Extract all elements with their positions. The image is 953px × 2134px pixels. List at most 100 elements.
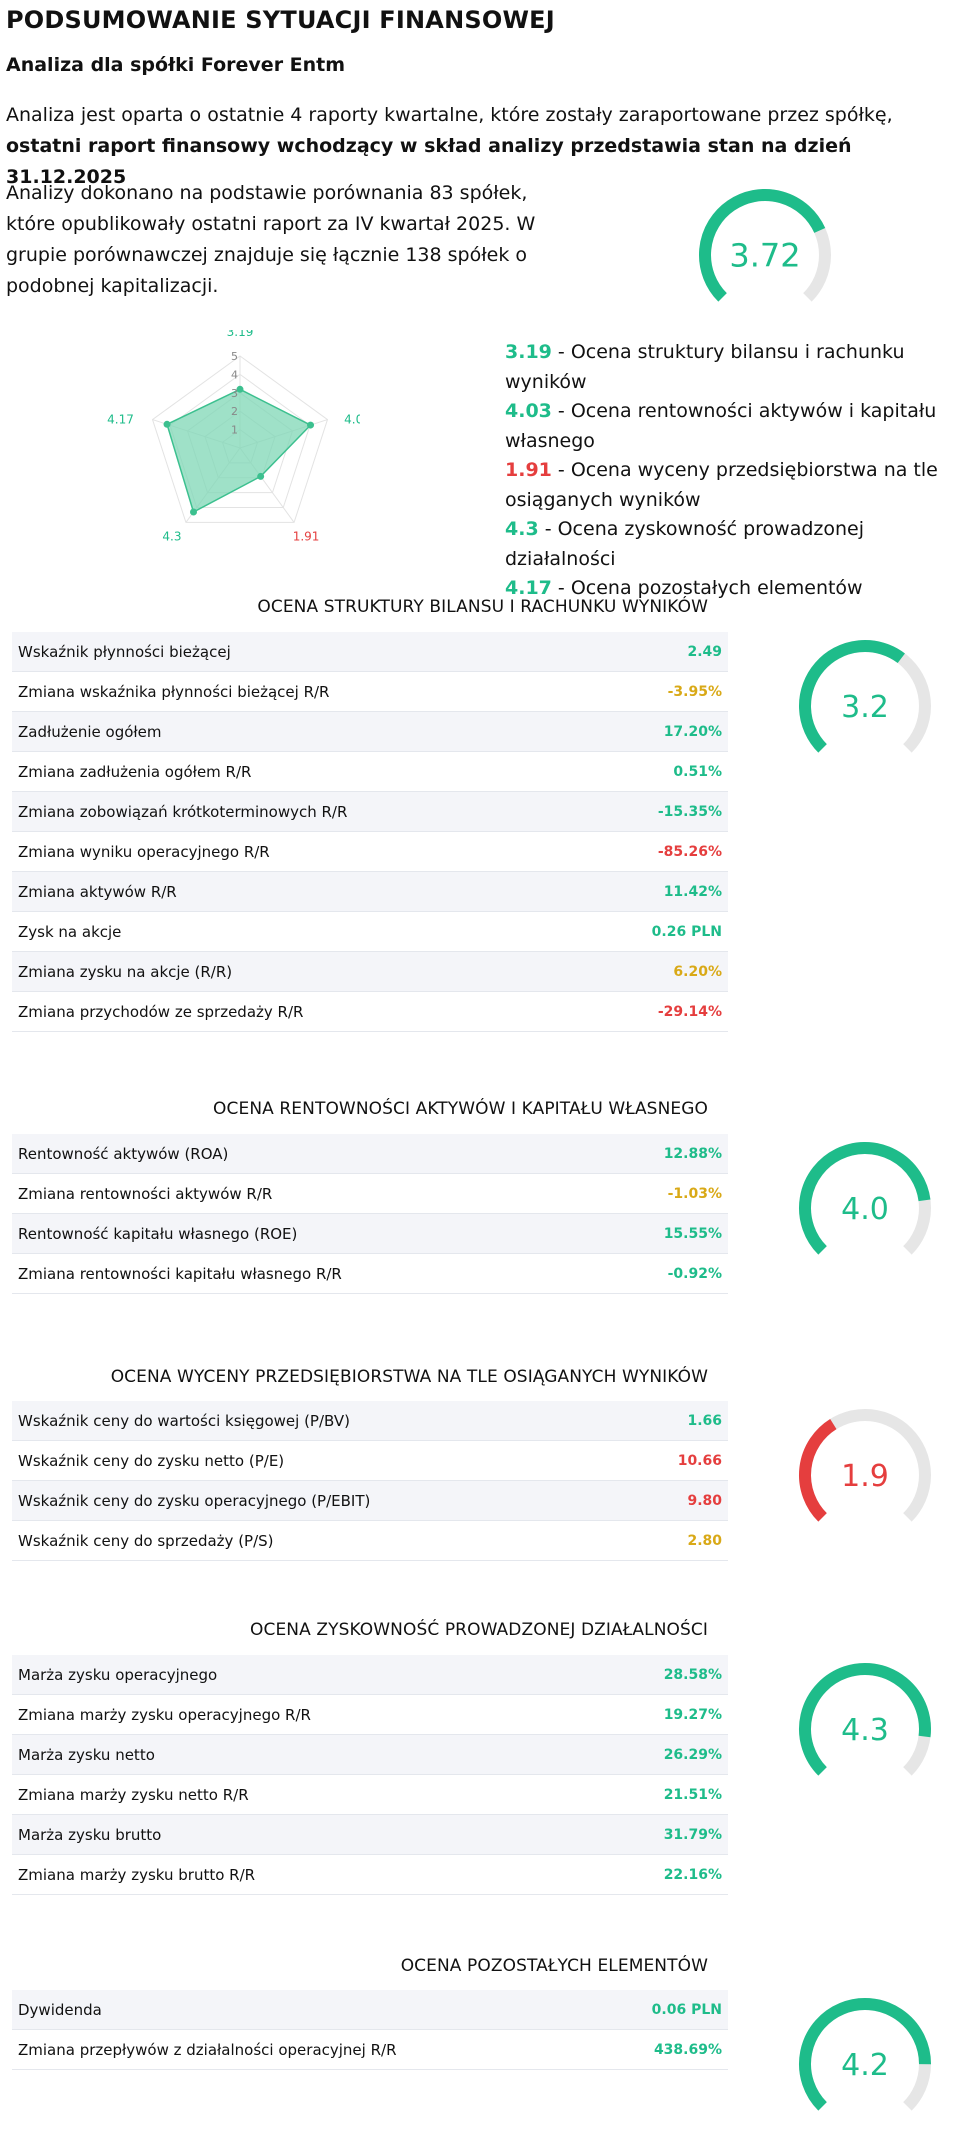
legend-item: 3.19 - Ocena struktury bilansu i rachunk… xyxy=(505,338,950,397)
table-row: Wskaźnik ceny do wartości księgowej (P/B… xyxy=(12,1401,728,1441)
metric-value: 1.66 xyxy=(687,1412,722,1429)
metric-value: 0.06 PLN xyxy=(651,2001,722,2018)
table-row: Wskaźnik ceny do zysku operacyjnego (P/E… xyxy=(12,1481,728,1521)
section-score-gauge: 3.2 xyxy=(795,636,935,776)
metric-label: Wskaźnik ceny do zysku operacyjnego (P/E… xyxy=(18,1491,371,1510)
gauge-progress xyxy=(799,1142,931,1255)
metric-value: 19.27% xyxy=(663,1706,722,1723)
metric-label: Zmiana marży zysku operacyjnego R/R xyxy=(18,1705,311,1724)
radar-scale-label: 2 xyxy=(231,405,238,418)
table-row: Zmiana rentowności kapitału własnego R/R… xyxy=(12,1254,728,1294)
metric-value: 0.26 PLN xyxy=(651,923,722,940)
metric-label: Zadłużenie ogółem xyxy=(18,722,162,741)
metrics-table: Wskaźnik ceny do wartości księgowej (P/B… xyxy=(12,1401,728,1561)
metric-value: 21.51% xyxy=(663,1786,722,1803)
metric-label: Marża zysku operacyjnego xyxy=(18,1665,218,1684)
metric-label: Zmiana zysku na akcje (R/R) xyxy=(18,962,233,981)
metric-label: Zmiana przepływów z działalności operacy… xyxy=(18,2040,397,2059)
legend-item: 4.03 - Ocena rentowności aktywów i kapit… xyxy=(505,397,950,456)
metric-value: 2.49 xyxy=(687,643,722,660)
metrics-table: Marża zysku operacyjnego 28.58% Zmiana mar… xyxy=(12,1655,728,1895)
metrics-table: Dywidenda 0.06 PLN Zmiana przepływów z dzi… xyxy=(12,1990,728,2070)
radar-chart: 1 2 3 4 5 3.19 4.03 1.91 4.3 4.17 xyxy=(100,325,371,584)
metric-label: Zmiana aktywów R/R xyxy=(18,882,177,901)
section-score-gauge: 1.9 xyxy=(795,1405,935,1545)
legend-score: 3.19 xyxy=(505,341,552,363)
radar-scale-label: 1 xyxy=(231,424,238,437)
legend-score: 4.03 xyxy=(505,400,552,422)
table-row: Marża zysku operacyjnego 28.58% xyxy=(12,1655,728,1695)
section-title: OCENA POZOSTAŁYCH ELEMENTÓW xyxy=(400,1956,708,1976)
legend-score: 4.17 xyxy=(505,577,552,599)
metric-value: -15.35% xyxy=(657,803,722,820)
radar-scale-label: 3 xyxy=(231,387,238,400)
radar-point xyxy=(163,420,171,428)
table-row: Zmiana wskaźnika płynności bieżącej R/R -… xyxy=(12,672,728,712)
metric-label: Zmiana rentowności aktywów R/R xyxy=(18,1184,273,1203)
legend-text: - Ocena struktury bilansu i rachunku wyn… xyxy=(505,341,905,393)
table-row: Marża zysku netto 26.29% xyxy=(12,1735,728,1775)
gauge-score: 4.2 xyxy=(841,2048,889,2083)
metric-label: Zmiana wskaźnika płynności bieżącej R/R xyxy=(18,682,330,701)
metrics-table: Wskaźnik płynności bieżącej 2.49 Zmiana ws… xyxy=(12,632,728,1032)
radar-axis-label: 4.03 xyxy=(344,413,360,427)
legend-score: 1.91 xyxy=(505,459,552,481)
metric-value: 28.58% xyxy=(663,1666,722,1683)
gauge-score: 3.2 xyxy=(841,690,889,725)
radar-point xyxy=(189,508,197,516)
table-row: Zmiana przepływów z działalności operacy… xyxy=(12,2030,728,2070)
table-row: Zmiana aktywów R/R 11.42% xyxy=(12,872,728,912)
metric-label: Zmiana przychodów ze sprzedaży R/R xyxy=(18,1002,304,1021)
table-row: Zadłużenie ogółem 17.20% xyxy=(12,712,728,752)
table-row: Zmiana zysku na akcje (R/R) 6.20% xyxy=(12,952,728,992)
section-title: OCENA WYCENY PRZEDSIĘBIORSTWA NA TLE OSI… xyxy=(110,1367,708,1387)
gauge-score: 4.3 xyxy=(841,1713,889,1748)
metric-value: 6.20% xyxy=(673,963,722,980)
table-row: Zmiana marży zysku brutto R/R 22.16% xyxy=(12,1855,728,1895)
gauge-progress xyxy=(799,1998,932,2111)
metric-label: Wskaźnik ceny do wartości księgowej (P/B… xyxy=(18,1411,350,1430)
metric-value: -0.92% xyxy=(667,1265,722,1282)
legend-text: - Ocena wyceny przedsiębiorstwa na tle o… xyxy=(505,459,938,511)
metric-value: 15.55% xyxy=(663,1225,722,1242)
metric-label: Marża zysku netto xyxy=(18,1745,155,1764)
table-row: Rentowność kapitału własnego (ROE) 15.55% xyxy=(12,1214,728,1254)
table-row: Wskaźnik płynności bieżącej 2.49 xyxy=(12,632,728,672)
table-row: Zmiana przychodów ze sprzedaży R/R -29.14… xyxy=(12,992,728,1032)
metric-value: 22.16% xyxy=(663,1866,722,1883)
table-row: Rentowność aktywów (ROA) 12.88% xyxy=(12,1134,728,1174)
metric-label: Zmiana zobowiązań krótkoterminowych R/R xyxy=(18,802,348,821)
metric-value: 10.66 xyxy=(677,1452,722,1469)
metric-label: Zmiana marży zysku brutto R/R xyxy=(18,1865,256,1884)
legend-item: 1.91 - Ocena wyceny przedsiębiorstwa na … xyxy=(505,456,950,515)
metric-label: Zysk na akcje xyxy=(18,922,122,941)
legend-text: - Ocena zyskowność prowadzonej działalno… xyxy=(505,518,865,570)
table-row: Zmiana wyniku operacyjnego R/R -85.26% xyxy=(12,832,728,872)
radar-scale-label: 5 xyxy=(231,350,238,363)
table-row: Zmiana zobowiązań krótkoterminowych R/R -… xyxy=(12,792,728,832)
radar-area xyxy=(166,388,312,514)
intro-paragraph: Analiza jest oparta o ostatnie 4 raporty… xyxy=(6,100,946,193)
metric-value: -1.03% xyxy=(667,1185,722,1202)
metric-label: Rentowność aktywów (ROA) xyxy=(18,1144,229,1163)
metric-label: Zmiana marży zysku netto R/R xyxy=(18,1785,249,1804)
metric-label: Rentowność kapitału własnego (ROE) xyxy=(18,1224,298,1243)
table-row: Wskaźnik ceny do zysku netto (P/E) 10.66 xyxy=(12,1441,728,1481)
legend-score: 4.3 xyxy=(505,518,539,540)
company-subtitle: Analiza dla spółki Forever Entm xyxy=(6,54,346,76)
table-row: Zysk na akcje 0.26 PLN xyxy=(12,912,728,952)
section-score-gauge: 4.2 xyxy=(795,1994,935,2134)
legend-item: 4.3 - Ocena zyskowność prowadzonej dział… xyxy=(505,515,950,574)
metric-value: -85.26% xyxy=(657,843,722,860)
metric-label: Dywidenda xyxy=(18,2000,102,2019)
gauge-progress xyxy=(799,1663,931,1776)
radar-point xyxy=(236,385,244,393)
metric-label: Zmiana wyniku operacyjnego R/R xyxy=(18,842,270,861)
legend-text: - Ocena pozostałych elementów xyxy=(551,577,863,599)
metric-label: Zmiana rentowności kapitału własnego R/R xyxy=(18,1264,342,1283)
gauge-progress xyxy=(799,640,905,753)
metric-value: 31.79% xyxy=(663,1826,722,1843)
metric-value: -3.95% xyxy=(667,683,722,700)
radar-grid-ring xyxy=(151,355,329,523)
section-score-gauge: 4.0 xyxy=(795,1138,935,1278)
